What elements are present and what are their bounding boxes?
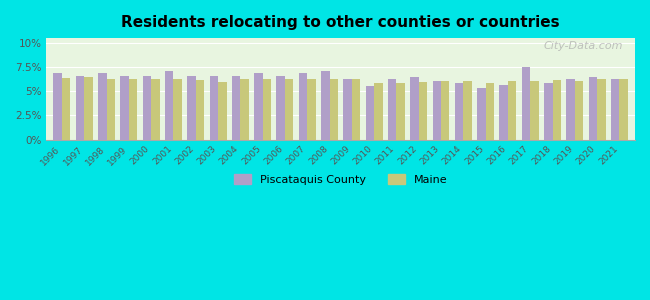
Bar [196,80,204,140]
Bar [84,77,93,140]
Bar [218,82,226,140]
Bar [352,79,360,140]
Bar [187,76,196,140]
Bar [575,81,583,140]
Bar [432,81,441,140]
Bar [508,81,516,140]
Bar [589,77,597,140]
Bar [143,76,151,140]
Bar [254,73,263,140]
Bar [619,79,628,140]
Bar [544,83,552,140]
Bar [165,71,174,140]
Bar [76,76,85,140]
Bar [107,79,115,140]
Bar [611,79,619,140]
Bar [486,82,494,140]
Bar [566,79,575,140]
Bar [330,79,338,140]
Bar [120,76,129,140]
Bar [455,82,463,140]
Bar [388,79,396,140]
Bar [209,76,218,140]
Bar [597,79,606,140]
Bar [463,81,472,140]
Bar [129,79,137,140]
Bar [299,73,307,140]
Legend: Piscataquis County, Maine: Piscataquis County, Maine [229,170,452,190]
Bar [240,79,249,140]
Bar [522,67,530,140]
Bar [232,76,240,140]
Bar [499,85,508,140]
Bar [321,71,330,140]
Bar [98,73,107,140]
Bar [307,79,316,140]
Bar [263,79,271,140]
Text: City-Data.com: City-Data.com [544,41,623,51]
Bar [285,79,293,140]
Bar [374,82,383,140]
Bar [410,77,419,140]
Bar [477,88,486,140]
Bar [276,76,285,140]
Title: Residents relocating to other counties or countries: Residents relocating to other counties o… [122,15,560,30]
Bar [174,79,182,140]
Bar [62,78,70,140]
Bar [53,73,62,140]
Bar [151,79,160,140]
Bar [441,81,450,140]
Bar [552,80,561,140]
Bar [419,82,427,140]
Bar [396,82,405,140]
Bar [366,86,374,140]
Bar [343,79,352,140]
Bar [530,81,539,140]
